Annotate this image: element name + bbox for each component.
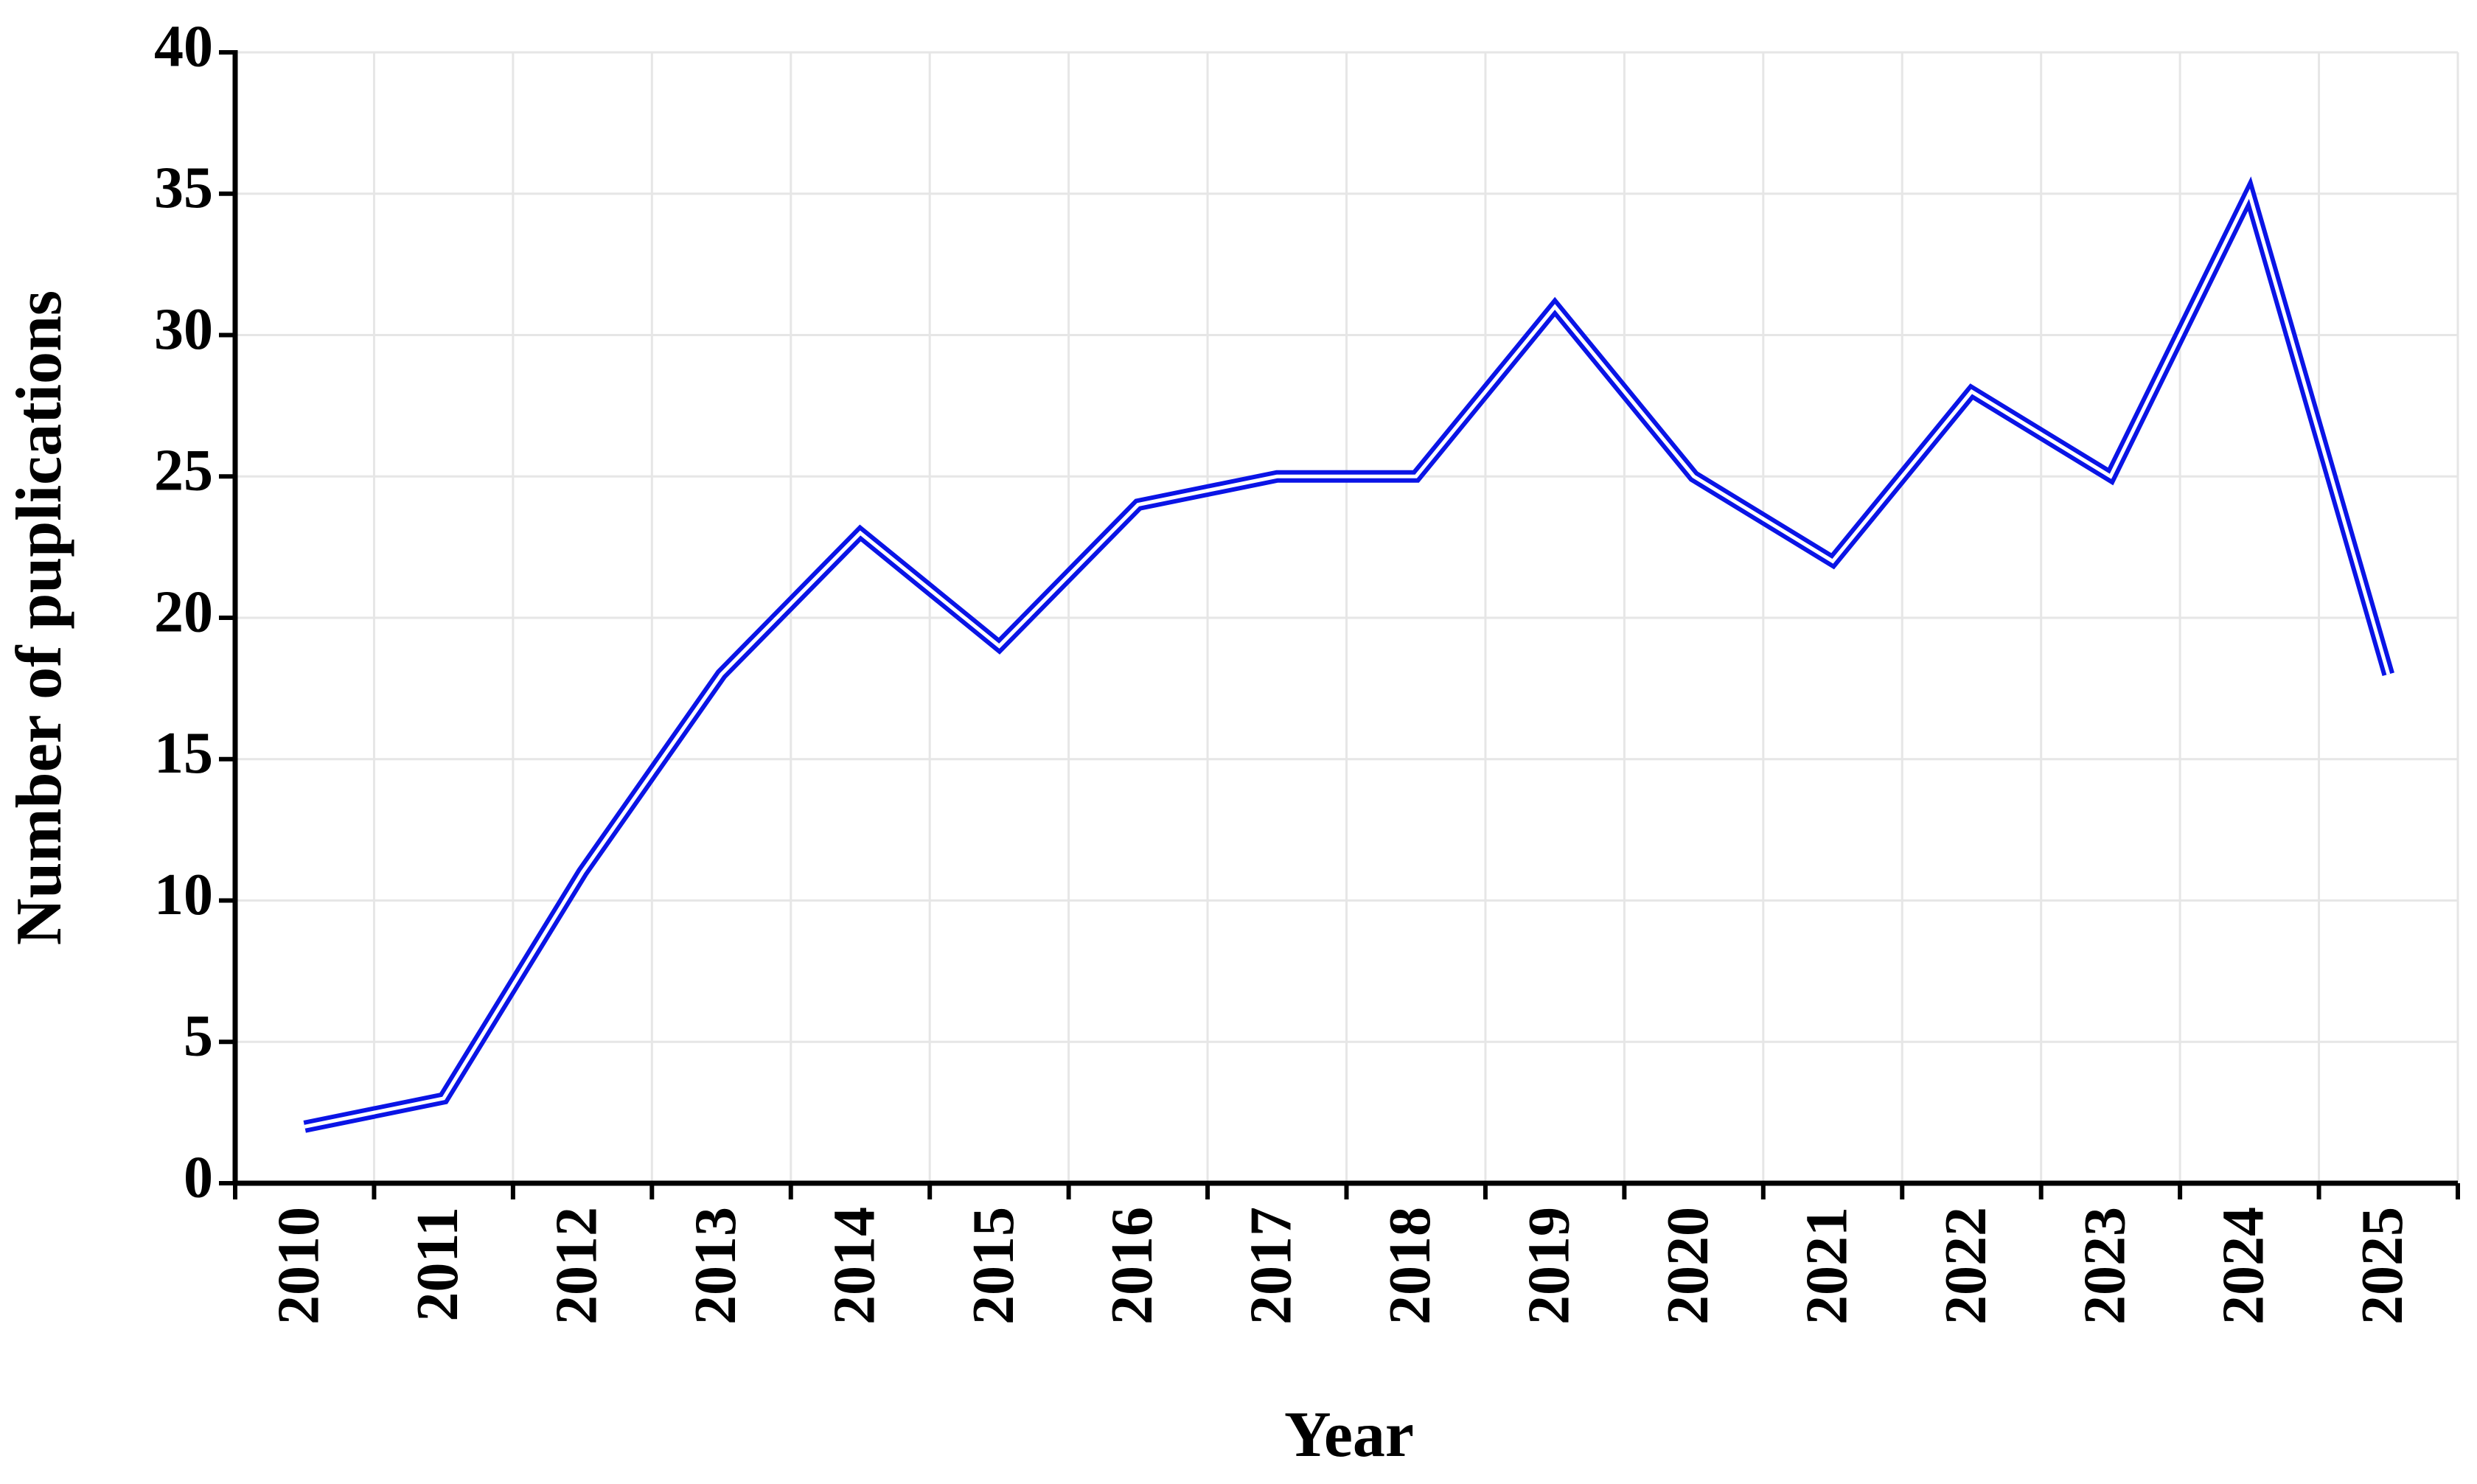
- x-axis-label: Year: [1284, 1399, 1414, 1471]
- x-tick-label: 2010: [267, 1207, 332, 1325]
- x-tick-label: 2020: [1656, 1207, 1721, 1325]
- y-tick-label: 5: [184, 1004, 213, 1069]
- x-tick-label: 2022: [1934, 1207, 1999, 1325]
- x-tick-label: 2011: [405, 1207, 470, 1322]
- y-tick-label: 0: [184, 1145, 213, 1210]
- line-inner: [304, 188, 2391, 1129]
- x-tick-label: 2024: [2212, 1207, 2276, 1325]
- y-tick-label: 30: [154, 297, 213, 362]
- x-tick-label: 2012: [544, 1207, 609, 1325]
- y-tick-label: 40: [154, 14, 213, 79]
- y-axis-label: Number of puplications: [4, 290, 75, 945]
- y-tick-label: 20: [154, 579, 213, 644]
- y-tick-label: 35: [154, 156, 213, 220]
- x-tick-label: 2013: [683, 1207, 748, 1325]
- x-tick-label: 2023: [2072, 1207, 2137, 1325]
- x-tick-label: 2015: [961, 1207, 1026, 1325]
- x-tick-label: 2016: [1100, 1207, 1165, 1325]
- x-tick-label: 2025: [2350, 1207, 2415, 1325]
- y-tick-label: 10: [154, 863, 213, 927]
- x-tick-label: 2021: [1794, 1207, 1859, 1325]
- y-tick-label: 25: [154, 439, 213, 504]
- y-tick-label: 15: [154, 721, 213, 786]
- x-tick-label: 2018: [1378, 1207, 1443, 1325]
- x-tick-label: 2019: [1517, 1207, 1582, 1325]
- x-tick-label: 2017: [1239, 1207, 1304, 1325]
- x-tick-label: 2014: [822, 1207, 887, 1325]
